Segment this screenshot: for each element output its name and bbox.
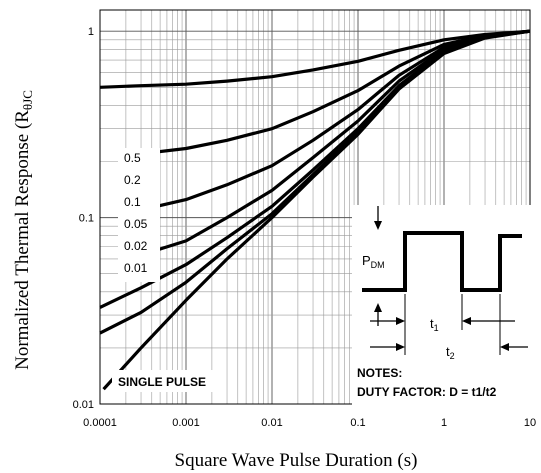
notes-title: NOTES: bbox=[357, 366, 402, 380]
y-tick-label: 0.1 bbox=[79, 213, 94, 225]
legend-label: 0.2 bbox=[124, 173, 141, 187]
t2-arrowhead-left bbox=[396, 343, 405, 351]
series-line-single-pulse bbox=[102, 29, 531, 391]
x-tick-label: 1 bbox=[441, 417, 447, 429]
x-tick-label: 0.1 bbox=[350, 417, 365, 429]
inset-background bbox=[352, 205, 534, 405]
y-axis-title: Normalized Thermal Response (RθJC bbox=[12, 90, 35, 370]
pdm-label: PDM bbox=[362, 253, 385, 270]
x-tick-label: 0.001 bbox=[172, 417, 200, 429]
legend: 0.5 0.2 0.1 0.05 0.02 0.01 bbox=[124, 151, 148, 275]
duty-cycle-inset: PDM t1 t2 NOTES: DUTY FACTOR: D = t1/t2 bbox=[352, 205, 534, 405]
legend-label: 0.05 bbox=[124, 217, 148, 231]
t1-arrowhead-left bbox=[396, 317, 405, 325]
x-tick-labels: 0.0001 0.001 0.01 0.1 1 10 bbox=[83, 417, 536, 429]
x-tick-label: 10 bbox=[524, 417, 536, 429]
pdm-arrowhead-top bbox=[374, 221, 382, 230]
x-tick-label: 0.01 bbox=[261, 417, 282, 429]
t1-label: t1 bbox=[430, 316, 439, 333]
series-lines bbox=[99, 29, 531, 391]
pulse-waveform bbox=[362, 231, 522, 292]
legend-label: 0.5 bbox=[124, 151, 141, 165]
series-line-0.2 bbox=[140, 29, 531, 156]
legend-label: 0.02 bbox=[124, 239, 148, 253]
legend-label: 0.01 bbox=[124, 261, 148, 275]
y-tick-label: 1 bbox=[88, 26, 94, 38]
x-axis-title: Square Wave Pulse Duration (s) bbox=[175, 450, 418, 471]
notes-text: DUTY FACTOR: D = t1/t2 bbox=[357, 385, 497, 399]
t2-label: t2 bbox=[446, 344, 455, 361]
series-line-0.5 bbox=[99, 29, 531, 89]
t2-arrowhead-right bbox=[500, 343, 509, 351]
single-pulse-label-background bbox=[112, 370, 216, 392]
t1-arrowhead-right bbox=[462, 317, 471, 325]
series-line-0.1 bbox=[140, 29, 531, 212]
pdm-arrowhead-bottom bbox=[374, 303, 382, 312]
single-pulse-label: SINGLE PULSE bbox=[118, 375, 206, 389]
legend-background bbox=[118, 148, 160, 282]
x-tick-label: 0.0001 bbox=[83, 417, 117, 429]
y-tick-labels: 0.01 0.1 1 bbox=[73, 26, 94, 411]
legend-label: 0.1 bbox=[124, 195, 141, 209]
y-tick-label: 0.01 bbox=[73, 399, 94, 411]
